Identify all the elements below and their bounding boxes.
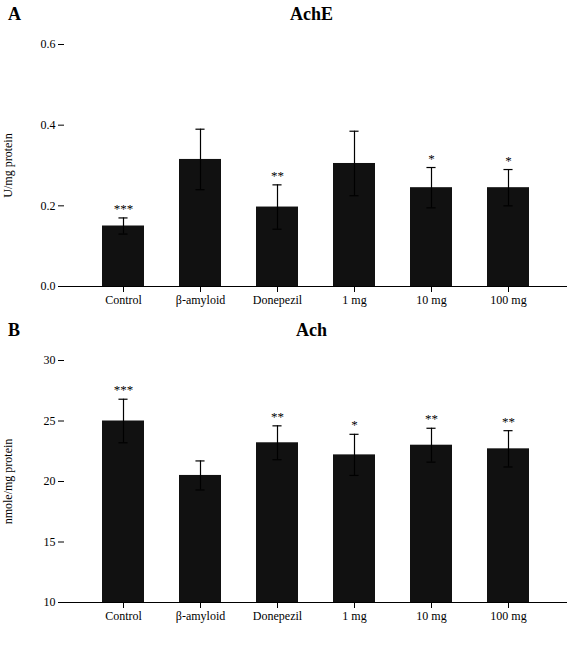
svg-text:***: *** (114, 382, 134, 397)
svg-text:100 mg: 100 mg (490, 609, 526, 623)
html-text:AchE: AchE (290, 4, 333, 24)
svg-text:1 mg: 1 mg (342, 293, 366, 307)
svg-text:**: ** (425, 411, 438, 426)
svg-text:0.4: 0.4 (41, 118, 56, 132)
svg-text:β-amyloid: β-amyloid (176, 293, 225, 307)
svg-text:β-amyloid: β-amyloid (176, 609, 225, 623)
svg-text:U/mg protein: U/mg protein (1, 133, 15, 197)
svg-text:**: ** (271, 168, 284, 183)
svg-text:100 mg: 100 mg (490, 293, 526, 307)
svg-text:30: 30 (44, 353, 56, 367)
svg-text:10 mg: 10 mg (416, 293, 446, 307)
svg-text:**: ** (271, 409, 284, 424)
svg-text:Control: Control (105, 293, 142, 307)
svg-text:0.6: 0.6 (41, 37, 56, 51)
svg-text:**: ** (502, 414, 515, 429)
svg-text:*: * (428, 151, 435, 166)
svg-text:Control: Control (105, 609, 142, 623)
html-text:Ach: Ach (296, 320, 327, 340)
html-text:B: B (8, 320, 20, 340)
svg-text:25: 25 (44, 414, 56, 428)
svg-text:20: 20 (44, 474, 56, 488)
svg-text:10: 10 (44, 595, 56, 609)
svg-text:Donepezil: Donepezil (253, 293, 303, 307)
html-text:A: A (8, 4, 21, 24)
svg-text:10 mg: 10 mg (416, 609, 446, 623)
svg-text:*: * (505, 153, 512, 168)
svg-text:0.2: 0.2 (41, 199, 56, 213)
svg-text:***: *** (114, 201, 134, 216)
svg-text:15: 15 (44, 535, 56, 549)
svg-text:Donepezil: Donepezil (253, 609, 303, 623)
svg-text:nmole/mg protein: nmole/mg protein (1, 439, 15, 525)
svg-text:0.0: 0.0 (41, 279, 56, 293)
svg-text:1 mg: 1 mg (342, 609, 366, 623)
svg-text:*: * (351, 417, 358, 432)
